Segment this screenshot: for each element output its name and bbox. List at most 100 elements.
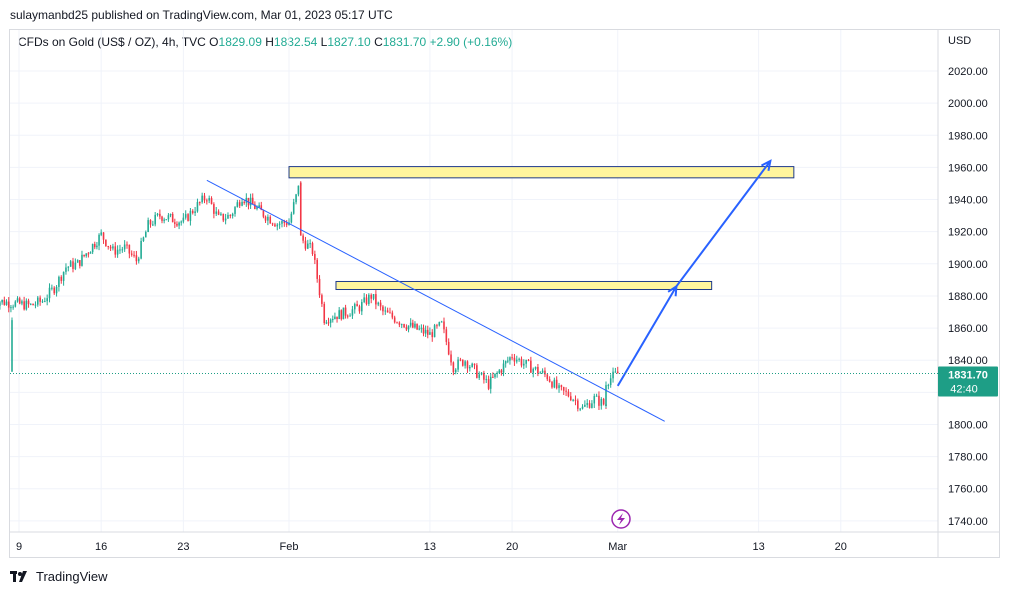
candle-body	[176, 223, 178, 226]
candle-body	[7, 301, 10, 308]
candle-body	[518, 358, 520, 360]
candle-body	[126, 244, 128, 246]
candle-body	[342, 307, 345, 320]
time-axis: 9 16 23 Feb 13 20 Mar 13 20	[16, 541, 847, 553]
candle-body	[498, 370, 501, 373]
candle-body	[389, 312, 391, 314]
candle-body	[363, 297, 365, 303]
candle-body	[238, 202, 241, 206]
candle-body	[98, 234, 100, 246]
candle-body	[407, 325, 410, 330]
candle-body	[325, 322, 328, 324]
candle-body	[598, 395, 600, 406]
candle-body	[290, 213, 293, 223]
candle-body	[361, 302, 363, 312]
candle-body	[412, 322, 414, 328]
candle-body	[560, 385, 563, 388]
candle-body	[316, 259, 318, 279]
candle-body	[85, 253, 88, 256]
candle-body	[478, 374, 481, 378]
candle-body	[174, 222, 176, 224]
resistance-zone	[335, 280, 713, 291]
candle-body	[489, 376, 492, 389]
candle-body	[130, 253, 133, 255]
candle-body	[36, 297, 39, 305]
candle-body	[201, 195, 203, 203]
candle-body	[614, 371, 617, 373]
resistance-zone	[288, 166, 795, 179]
candle-body	[372, 294, 375, 299]
candle-body	[483, 372, 485, 380]
candle-body	[243, 201, 245, 203]
x-tick-label: 16	[95, 541, 107, 553]
candle-body	[569, 396, 572, 401]
candle-body	[269, 216, 272, 224]
candle-body	[515, 359, 518, 362]
candle-body	[494, 373, 496, 378]
candle-body	[258, 205, 260, 208]
candle-body	[555, 379, 558, 389]
candle-body	[418, 328, 421, 330]
candle-body	[180, 221, 183, 223]
candle-body	[105, 239, 107, 247]
last-price-tag: 1831.70 42:40	[938, 366, 998, 397]
candle-body	[527, 359, 530, 361]
candle-body	[344, 307, 347, 316]
candle-body	[532, 368, 535, 373]
candle-body	[327, 322, 330, 324]
candle-body	[245, 197, 248, 203]
candle-body	[548, 379, 551, 382]
candle-body	[29, 303, 32, 305]
candle-body	[25, 300, 28, 310]
candle-body	[572, 399, 574, 401]
candle-body	[391, 312, 394, 318]
candle-body	[323, 303, 326, 324]
candle-body	[210, 198, 213, 205]
symbol-name: CFDs on Gold (US$ / OZ), 4h, TVC	[18, 35, 206, 49]
candle-body	[260, 205, 263, 211]
currency-label: USD	[948, 35, 971, 47]
candle-body	[217, 211, 220, 215]
candle-body	[574, 399, 577, 401]
candle-body	[438, 322, 441, 326]
x-tick-label: 20	[506, 541, 518, 553]
open-label: O	[209, 35, 219, 49]
candle-body	[121, 249, 124, 251]
candle-body	[331, 319, 334, 321]
candle-body	[370, 294, 372, 299]
footer-brand[interactable]: TradingView	[10, 569, 108, 584]
candle-body	[58, 276, 60, 287]
candle-body	[551, 381, 553, 388]
candle-body	[39, 297, 41, 302]
y-tick-label: 1780.00	[948, 452, 988, 464]
y-tick-label: 1920.00	[948, 227, 988, 239]
candle-body	[595, 395, 598, 397]
candle-body	[159, 213, 161, 217]
candle-body	[0, 302, 1, 306]
candle-body	[299, 182, 302, 236]
candle-body	[353, 304, 356, 310]
candle-body	[525, 359, 527, 364]
candle-body	[74, 262, 77, 269]
candle-body	[72, 261, 74, 269]
candle-body	[254, 204, 256, 209]
candle-body	[5, 301, 8, 305]
candle-body	[154, 214, 156, 225]
candle-body	[12, 306, 14, 308]
dividend-marker[interactable]	[611, 509, 631, 529]
y-tick-label: 1860.00	[948, 323, 988, 335]
change-value: +2.90 (+0.16%)	[429, 35, 513, 49]
candle-body	[507, 360, 509, 362]
high-label: H	[265, 35, 274, 49]
y-tick-label: 2000.00	[948, 98, 988, 110]
candle-body	[447, 341, 450, 355]
candle-body	[496, 372, 498, 374]
candle-body	[577, 400, 579, 409]
candle-body	[586, 403, 589, 405]
candle-body	[530, 360, 532, 373]
candle-body	[605, 385, 607, 407]
candle-body	[109, 246, 112, 249]
candle-body	[295, 194, 297, 203]
candle-body	[79, 260, 81, 266]
